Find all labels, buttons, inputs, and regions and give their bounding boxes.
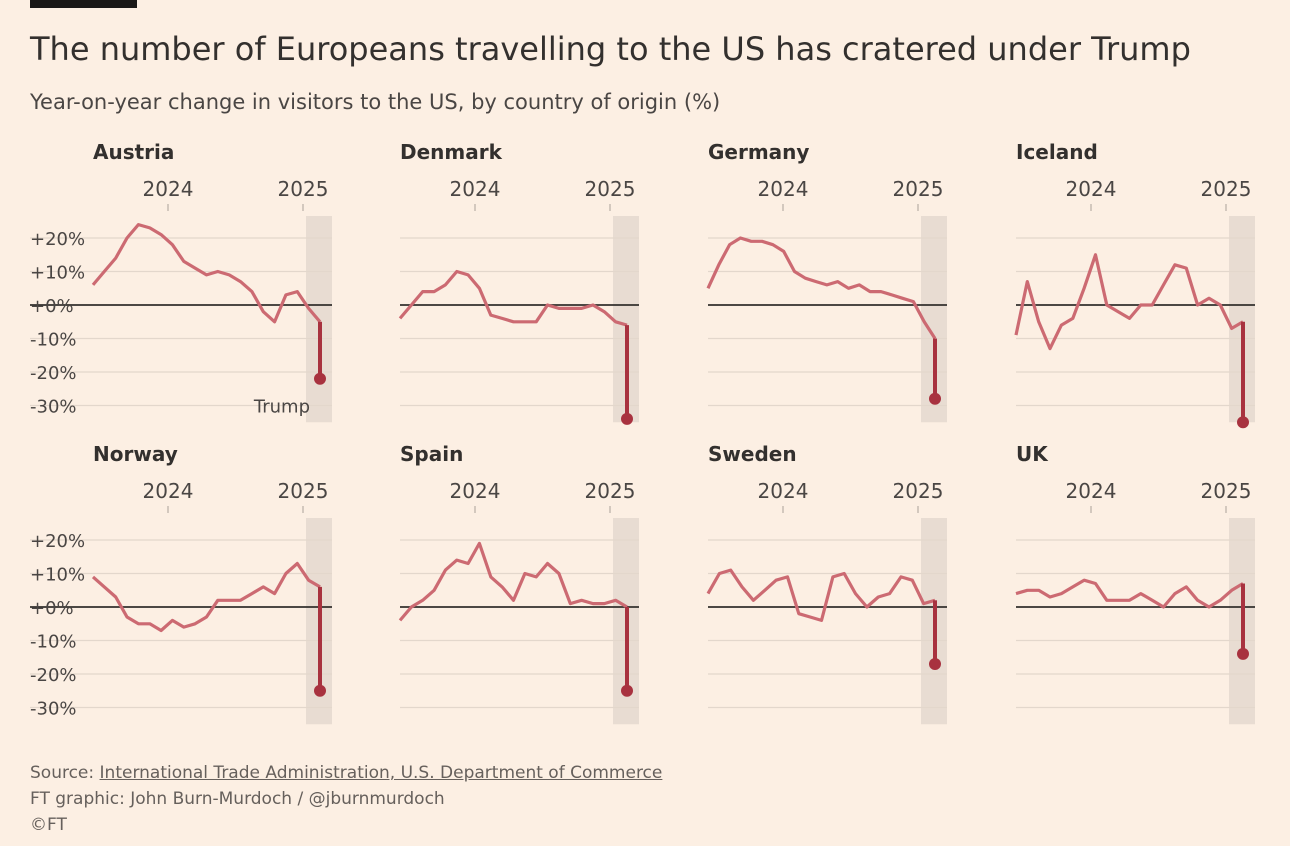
- latest-point-austria: [314, 372, 326, 385]
- x-tick-label-sweden-2025: 2025: [893, 479, 944, 503]
- series-line-uk: [1015, 578, 1244, 609]
- x-tick-label-austria-2024: 2024: [143, 177, 194, 201]
- copyright-line: ©FT: [30, 815, 67, 835]
- trump-annotation: Trump: [253, 397, 310, 418]
- latest-point-denmark: [621, 412, 633, 425]
- latest-point-spain: [621, 684, 633, 697]
- x-tick-label-sweden-2024: 2024: [758, 479, 809, 503]
- x-tick-label-uk-2024: 2024: [1066, 479, 1117, 503]
- panel-title-sweden: Sweden: [708, 442, 797, 466]
- y-tick-label-norway-0: +0%: [30, 598, 74, 619]
- y-tick-label-norway-20: +20%: [30, 531, 85, 552]
- series-line-denmark: [398, 269, 628, 327]
- x-tick-label-iceland-2025: 2025: [1201, 177, 1252, 201]
- latest-point-uk: [1237, 647, 1249, 660]
- series-line-austria: [91, 223, 322, 324]
- x-tick-label-austria-2025: 2025: [278, 177, 329, 201]
- small-multiples-chart: Austria 2024 2025 +20% +10% +0% -10% -20% -30% Tr…: [30, 140, 1255, 725]
- panel-title-spain: Spain: [400, 442, 463, 466]
- x-tick-label-spain-2025: 2025: [585, 479, 636, 503]
- source-link[interactable]: International Trade Administration, U.S.…: [99, 763, 663, 783]
- x-tick-label-uk-2025: 2025: [1201, 479, 1252, 503]
- brand-bar: [30, 0, 137, 8]
- y-tick-label-austria-0: +0%: [30, 296, 74, 317]
- x-tick-label-germany-2024: 2024: [758, 177, 809, 201]
- latest-point-germany: [929, 392, 941, 405]
- x-tick-label-spain-2024: 2024: [450, 479, 501, 503]
- y-tick-label-norway--20: -20%: [30, 665, 77, 686]
- latest-point-sweden: [929, 657, 941, 670]
- y-tick-label-norway-10: +10%: [30, 565, 85, 586]
- latest-point-norway: [314, 684, 326, 697]
- x-tick-label-norway-2025: 2025: [278, 479, 329, 503]
- credit-line: FT graphic: John Burn-Murdoch / @jburnmu…: [30, 789, 445, 809]
- source-line: Source: International Trade Administrati…: [30, 760, 662, 786]
- y-tick-label-norway--10: -10%: [30, 632, 77, 653]
- series-line-germany: [706, 236, 937, 340]
- latest-point-iceland: [1237, 416, 1249, 429]
- panel-title-norway: Norway: [93, 442, 178, 466]
- x-tick-label-denmark-2024: 2024: [450, 177, 501, 201]
- series-line-sweden: [706, 568, 936, 622]
- y-tick-label-austria--10: -10%: [30, 330, 77, 351]
- source-prefix: Source:: [30, 763, 100, 783]
- chart-title: The number of Europeans travelling to th…: [30, 30, 1191, 68]
- y-tick-label-austria-10: +10%: [30, 263, 85, 284]
- x-tick-label-germany-2025: 2025: [893, 177, 944, 201]
- x-tick-label-iceland-2024: 2024: [1066, 177, 1117, 201]
- panel-title-uk: UK: [1016, 442, 1049, 466]
- y-tick-label-austria--20: -20%: [30, 363, 77, 384]
- chart-subtitle: Year-on-year change in visitors to the U…: [30, 90, 721, 114]
- series-line-spain: [398, 541, 628, 622]
- panel-title-iceland: Iceland: [1016, 140, 1098, 164]
- x-tick-label-denmark-2025: 2025: [585, 177, 636, 201]
- y-tick-label-austria--30: -30%: [30, 397, 77, 418]
- panel-title-germany: Germany: [708, 140, 809, 164]
- y-tick-label-norway--30: -30%: [30, 699, 77, 720]
- series-line-iceland: [1014, 253, 1244, 351]
- y-tick-label-austria-20: +20%: [30, 229, 85, 250]
- series-line-norway: [91, 561, 321, 633]
- footer: Source: International Trade Administrati…: [30, 760, 662, 838]
- x-tick-label-norway-2024: 2024: [143, 479, 194, 503]
- panel-title-austria: Austria: [93, 140, 174, 164]
- panel-title-denmark: Denmark: [400, 140, 503, 164]
